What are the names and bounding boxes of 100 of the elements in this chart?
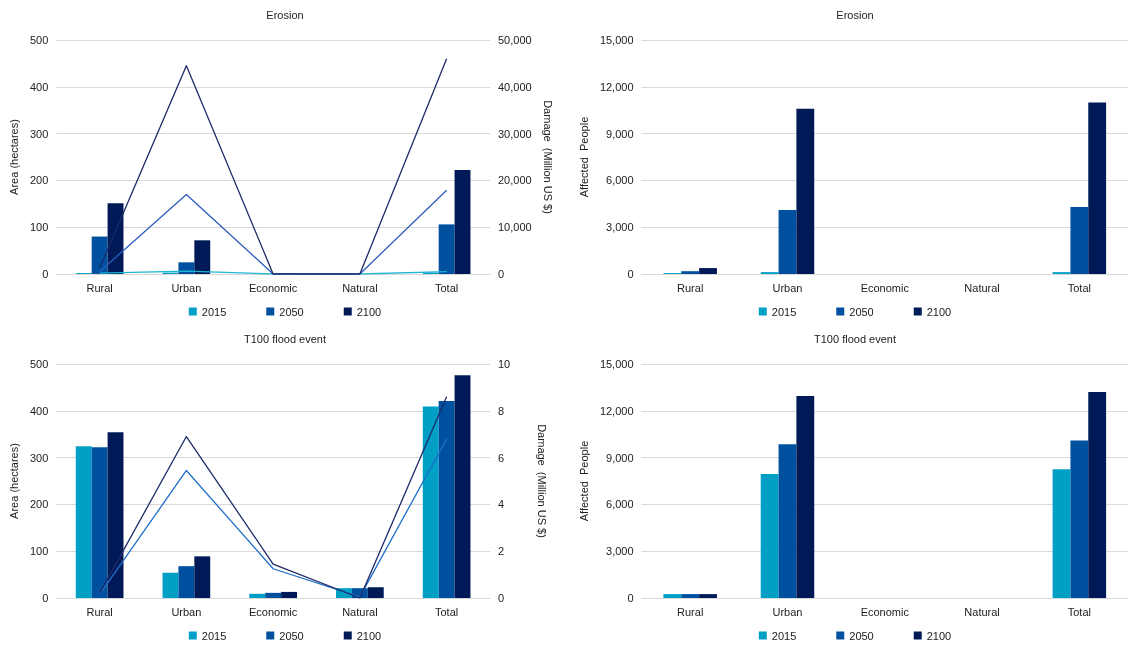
y-tick-label: 100 [29,221,49,234]
y-tick-label: 0 [627,592,634,604]
bar [1088,392,1107,598]
bar [194,556,211,598]
bar [681,271,700,274]
legend-label: 2050 [279,629,304,642]
y-tick-label: 0 [42,268,49,280]
legend-label: 2050 [849,629,874,642]
y2-tick-label: 10 [498,358,511,370]
y-axis-title: Affected People [577,116,590,198]
bar [681,594,700,598]
y-tick-label: 9,000 [606,127,634,140]
x-tick-label: Rural [86,281,113,294]
y-tick-label: 500 [29,34,49,46]
y-tick-label: 0 [42,592,49,604]
legend-label: 2015 [771,629,797,642]
x-tick-label: Urban [171,605,202,618]
x-tick-label: Economic [248,281,298,294]
bar [178,262,195,274]
legend-label: 2015 [201,305,227,318]
x-tick-label: Total [1067,605,1091,618]
line-series [98,438,448,598]
y-tick-label: 9,000 [606,451,634,464]
legend-label: 2050 [279,305,304,318]
y2-tick-label: 10,000 [498,221,532,234]
bar [249,593,266,598]
y-tick-label: 6,000 [606,174,634,187]
bar [422,406,439,598]
chart-title: Erosion [836,8,874,21]
y-axis-title: Area (hectares) [7,443,20,519]
y-tick-label: 6,000 [606,498,634,511]
x-tick-label: Natural [964,281,1000,294]
bar [778,444,797,598]
bar [91,236,108,274]
legend-label: 2015 [771,305,797,318]
legend-label: 2015 [201,629,227,642]
bar [162,572,179,598]
bar [178,566,195,598]
x-tick-label: Natural [964,605,1000,618]
bar [1052,469,1071,598]
bar [760,473,779,598]
x-tick-label: Total [435,281,459,294]
bar [1070,440,1089,598]
legend-label: 2100 [926,629,952,642]
bar [663,594,682,598]
bar [796,395,815,598]
bar [107,432,124,598]
bar [281,591,297,598]
y-tick-label: 15,000 [599,358,634,370]
bar [265,592,282,598]
y2-tick-label: 20,000 [498,174,532,187]
y-tick-label: 300 [29,127,49,140]
bar [194,240,211,274]
x-tick-label: Economic [860,605,910,618]
line-series [98,58,448,275]
legend-label: 2100 [926,305,952,318]
y-axis-title: Area (hectares) [7,119,20,195]
bar [91,447,108,598]
y2-axis-title: Damage (Million US $) [535,424,548,538]
line-series [98,396,448,599]
x-tick-label: Urban [772,605,803,618]
x-tick-label: Urban [171,281,202,294]
y-tick-label: 12,000 [599,404,634,417]
y-tick-label: 15,000 [599,34,634,46]
bar [438,224,455,274]
legend-label: 2100 [356,305,382,318]
chart-title: T100 flood event [814,332,896,345]
bar [367,587,384,598]
bar [1088,102,1107,274]
x-tick-label: Natural [342,605,378,618]
bar [454,375,471,598]
y-tick-label: 200 [29,498,49,511]
y-tick-label: 12,000 [599,80,634,93]
y-axis-title: Affected People [577,440,590,522]
y-tick-label: 100 [29,545,49,558]
x-tick-label: Total [1067,281,1091,294]
bar [454,170,471,274]
bar [438,400,455,598]
y-tick-label: 0 [627,268,634,280]
y2-axis-title: Damage (Million US $) [542,100,555,214]
bar [778,210,797,274]
y2-tick-label: 0 [498,268,505,280]
chart-title: Erosion [266,8,304,21]
x-tick-label: Economic [248,605,298,618]
y2-tick-label: 30,000 [498,127,532,140]
bar [699,594,717,598]
y-tick-label: 3,000 [606,545,634,558]
y2-tick-label: 0 [498,592,505,604]
y2-tick-label: 4 [498,498,505,511]
y-tick-label: 400 [29,404,49,417]
bar [699,268,717,274]
x-tick-label: Natural [342,281,378,294]
y2-tick-label: 40,000 [498,80,532,93]
y2-tick-label: 2 [498,545,505,558]
y2-tick-label: 50,000 [498,34,532,46]
bar [75,446,92,598]
y-tick-label: 200 [29,174,49,187]
y2-tick-label: 6 [498,451,505,464]
x-tick-label: Urban [772,281,803,294]
y-tick-label: 300 [29,451,49,464]
